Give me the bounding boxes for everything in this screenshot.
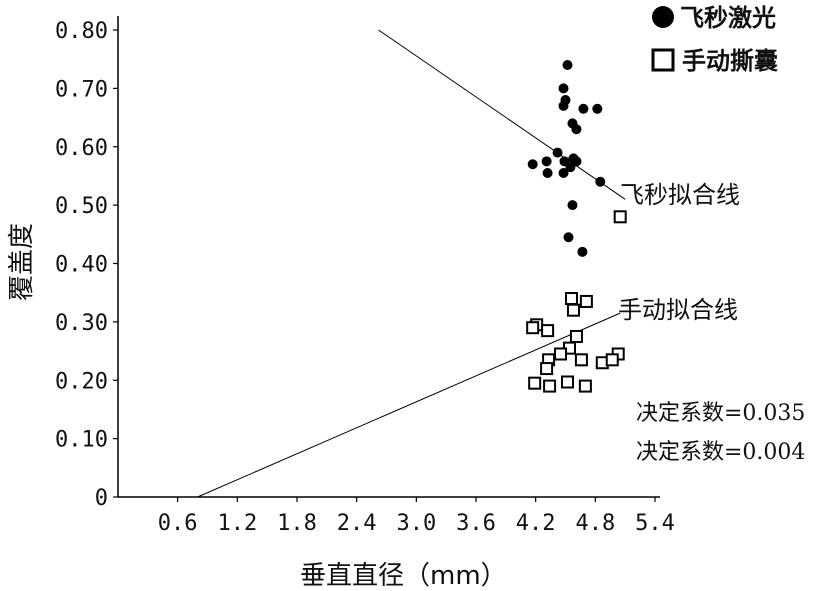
y-tick-label: 0.50 — [55, 194, 108, 219]
femto-point — [565, 162, 576, 173]
x-tick-label: 2.4 — [337, 511, 377, 536]
legend-femto-marker — [652, 6, 674, 28]
manual-point — [578, 379, 592, 393]
x-axis-title: 垂直直径（mm） — [300, 561, 507, 591]
femto-point — [567, 200, 578, 211]
manual-point — [528, 376, 542, 390]
manual-point — [543, 379, 557, 393]
legend-femto-label: 飞秒激光 — [680, 4, 776, 32]
manual-point — [566, 303, 580, 317]
manual-point — [579, 294, 593, 308]
x-tick-label: 1.2 — [217, 511, 257, 536]
y-tick-label: 0.20 — [55, 369, 108, 394]
femto-point — [578, 103, 589, 114]
manual-point — [526, 321, 540, 335]
manual-point — [540, 362, 554, 376]
manual-point — [560, 375, 574, 389]
y-tick-label: 0.30 — [55, 311, 108, 336]
femto-point — [542, 168, 553, 179]
y-tick-label: 0 — [95, 486, 108, 511]
femto-point — [558, 83, 569, 94]
manual-point — [613, 210, 627, 224]
x-tick-label: 4.8 — [575, 511, 615, 536]
y-axis-title: 覆盖度 — [7, 223, 37, 301]
femto-point — [563, 232, 574, 243]
y-tick-label: 0.40 — [55, 253, 108, 278]
legend-manual-marker — [651, 48, 675, 72]
manual-point — [569, 329, 583, 343]
data-points — [526, 60, 627, 393]
manual-fit-line — [197, 312, 621, 498]
femto-fit-line — [378, 29, 626, 200]
femto-point — [558, 168, 569, 179]
femto-point — [571, 124, 582, 135]
manual-point — [541, 324, 555, 338]
femto-fit-label: 飞秒拟合线 — [620, 181, 740, 209]
femto-point — [541, 156, 552, 167]
manual-point — [564, 292, 578, 306]
femto-point — [527, 159, 538, 170]
y-tick-label: 0.10 — [55, 428, 108, 453]
femto-point — [577, 246, 588, 257]
x-tick-label: 3.0 — [396, 511, 436, 536]
x-tick-label: 1.8 — [277, 511, 317, 536]
r-squared-femto: 决定系数=0.035 — [636, 401, 805, 426]
x-tick-label: 4.2 — [516, 511, 556, 536]
y-tick-label: 0.70 — [55, 77, 108, 102]
legend-manual-label: 手动撕囊 — [682, 47, 778, 75]
x-tick-label: 5.4 — [635, 511, 675, 536]
y-tick-label: 0.80 — [55, 19, 108, 44]
manual-point — [574, 353, 588, 367]
x-tick-label: 3.6 — [456, 511, 496, 536]
y-tick-label: 0.60 — [55, 136, 108, 161]
manual-fit-label: 手动拟合线 — [618, 296, 738, 324]
fit-lines — [197, 29, 626, 498]
femto-point — [558, 100, 569, 111]
axes: 0 0.10 0.20 0.30 0.40 0.50 0.60 0.70 0.80 0.6 1.2 1… — [55, 16, 675, 536]
femto-point — [552, 147, 563, 158]
femto-point — [592, 103, 603, 114]
manual-point — [605, 353, 619, 367]
femto-point — [595, 176, 606, 187]
r-squared-manual: 决定系数=0.004 — [636, 440, 805, 465]
manual-point — [554, 347, 568, 361]
x-tick-label: 0.6 — [158, 511, 198, 536]
femto-point — [562, 60, 573, 71]
